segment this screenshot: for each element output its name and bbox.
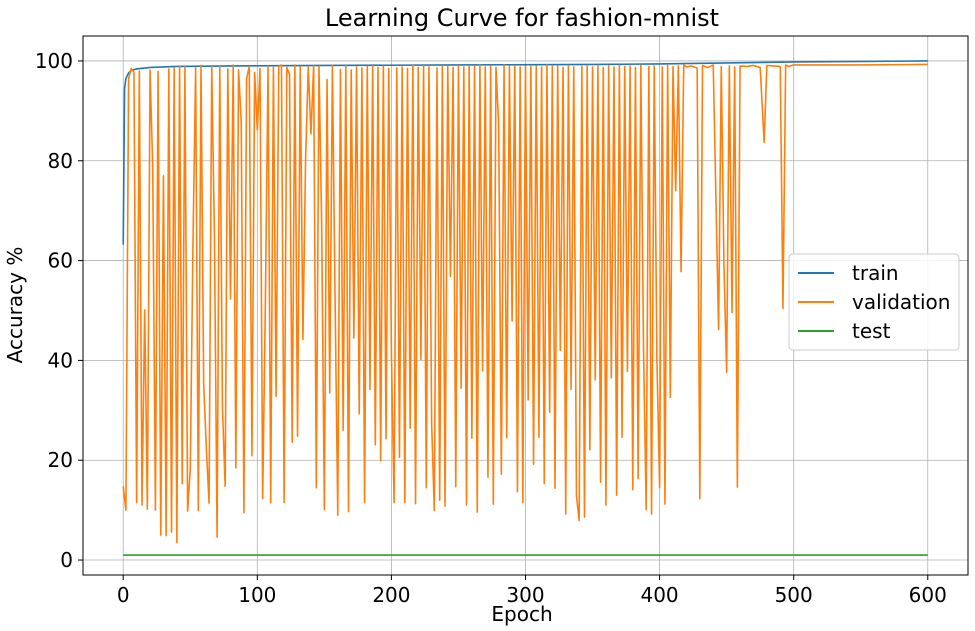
legend-label-test: test — [852, 319, 891, 343]
y-tick-label: 60 — [48, 249, 73, 273]
legend-label-validation: validation — [852, 290, 950, 314]
y-tick-label: 0 — [60, 548, 73, 572]
y-tick-label: 20 — [48, 448, 73, 472]
x-axis-label: Epoch — [491, 602, 552, 626]
legend: train validation test — [788, 253, 960, 351]
y-tick-label: 100 — [35, 49, 73, 73]
y-tick-label: 40 — [48, 348, 73, 372]
x-tick-label: 600 — [909, 583, 947, 607]
x-tick-label: 500 — [775, 583, 813, 607]
x-tick-label: 400 — [640, 583, 678, 607]
ticks: 0 100 200 300 400 500 600 0 20 40 60 80 100 — [35, 49, 947, 607]
legend-box — [788, 253, 960, 351]
x-tick-label: 100 — [238, 583, 276, 607]
legend-label-train: train — [852, 261, 899, 285]
x-tick-label: 0 — [117, 583, 130, 607]
series-line-validation — [122, 63, 928, 544]
x-tick-label: 300 — [506, 583, 544, 607]
x-tick-label: 200 — [372, 583, 410, 607]
series-line-train — [122, 60, 928, 245]
y-axis-label: Accuracy % — [3, 247, 27, 364]
chart-title: Learning Curve for fashion-mnist — [325, 4, 719, 32]
plot-area — [122, 60, 928, 556]
y-tick-label: 80 — [48, 149, 73, 173]
